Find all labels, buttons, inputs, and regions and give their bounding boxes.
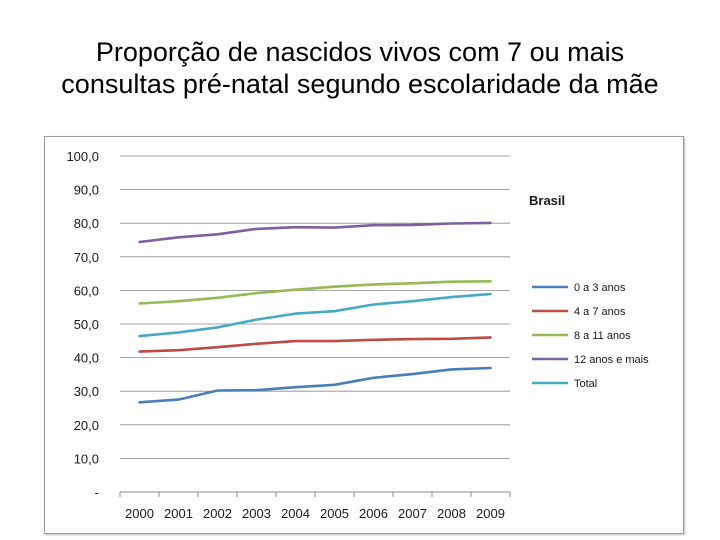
legend-label: 8 a 11 anos [574,330,631,342]
series-lines [138,221,492,404]
series-line [138,292,492,338]
y-tick-label: 20,0 [74,418,99,433]
y-tick-label: 60,0 [74,283,99,298]
y-tick-label: 40,0 [74,351,99,366]
x-tick-labels: 2000 2001 2002 2003 2004 2005 2006 2007 2008 2009 [125,506,505,521]
series-line [138,279,492,305]
y-tick-label: 50,0 [74,317,99,332]
series-line [138,221,492,244]
y-tick-label: - [95,485,99,500]
x-tick-label: 2000 [125,506,154,521]
y-tick-label: 80,0 [74,216,99,231]
x-tick-label: 2003 [242,506,271,521]
y-tick-label: 10,0 [74,451,99,466]
legend-label: 4 a 7 anos [574,306,626,318]
y-tick-label: 70,0 [74,250,99,265]
x-tick-label: 2008 [437,506,466,521]
y-tick-label: 30,0 [74,384,99,399]
x-tick-label: 2005 [320,506,349,521]
y-tick-labels: - 10,0 20,0 30,0 40,0 50,0 60,0 70,0 80,0 90,0 100… [66,149,99,500]
y-tick-label: 90,0 [74,183,99,198]
slide-title-line-2: consultas pré-natal segundo escolaridade… [61,69,659,99]
series-line [138,336,492,353]
gridlines [120,155,510,459]
x-tick-label: 2001 [164,506,193,521]
series-line [138,366,492,404]
x-tick-label: 2007 [398,506,427,521]
axes [119,491,511,497]
x-tick-label: 2006 [359,506,388,521]
chart-title: Brasil [529,193,565,208]
legend: 0 a 3 anos 4 a 7 anos 8 a 11 anos 12 anos e… [532,282,649,390]
y-tick-label: 100,0 [66,149,99,164]
legend-label: Total [574,378,597,390]
slide-title-line-1: Proporção de nascidos vivos com 7 ou mai… [95,37,625,67]
legend-label: 0 a 3 anos [574,282,626,294]
x-tick-label: 2004 [281,506,310,521]
slide-title: Proporção de nascidos vivos com 7 ou mai… [0,36,720,100]
x-tick-label: 2002 [203,506,232,521]
x-tick-label: 2009 [476,506,505,521]
legend-label: 12 anos e mais [574,354,649,366]
